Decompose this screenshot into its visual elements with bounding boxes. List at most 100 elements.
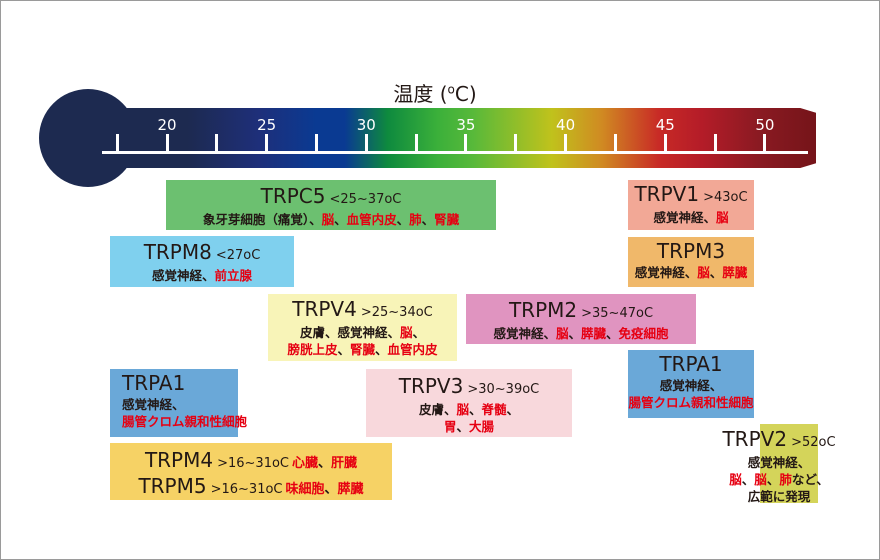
channel-header: TRPM8 <27oC (110, 241, 294, 267)
organ-text-highlight: 味細胞 (285, 482, 325, 497)
organ-text-highlight: 腎臓 (349, 342, 375, 357)
temperature-range: <27oC (215, 248, 261, 263)
organ-text-highlight: 腎臓 (434, 212, 460, 227)
expression-line: 感覚神経、 (628, 377, 754, 394)
major-tick (165, 134, 169, 152)
organ-text-highlight: 血管内皮 (387, 342, 438, 357)
channel-name: TRPM8 (143, 240, 212, 264)
channel-header: TRPM4 >16~31oC 心臓、肝臓 (110, 449, 392, 475)
organ-list: 心臓、肝臓 (292, 456, 357, 471)
major-tick (364, 134, 368, 152)
organ-text: 、 (337, 342, 350, 357)
title-text: 温度 ( (393, 82, 448, 106)
organ-text: 、 (468, 402, 482, 417)
organ-text-highlight: 脳 (716, 210, 729, 225)
organ-text: 感覚神経、 (659, 378, 723, 393)
scale-line (102, 151, 808, 154)
major-tick (763, 134, 767, 152)
channel-name: TRPM2 (508, 298, 578, 322)
minor-tick (115, 134, 119, 152)
organ-text-highlight: 脳 (697, 265, 710, 280)
organ-text: 皮膚、感覚神経、 (299, 325, 400, 340)
channel-box-trpm3: TRPM3 感覚神経、脳、膵臓 (628, 237, 754, 287)
channel-header: TRPV1 >43oC (628, 183, 754, 209)
organ-text: 、 (375, 342, 388, 357)
organ-text: 感覚神経、 (493, 326, 556, 341)
organ-text: 、 (741, 472, 755, 487)
organ-text: 皮膚、 (418, 402, 457, 417)
organ-text-highlight: 大腸 (469, 419, 495, 434)
organ-text-highlight: 腸管クロム親和性細胞 (628, 395, 754, 410)
channel-name: TRPM4 (144, 448, 214, 472)
channel-header: TRPM3 (628, 240, 754, 264)
major-tick (564, 134, 568, 152)
channel-header: TRPV4 >25~34oC (268, 298, 457, 324)
organ-text-highlight: 脳 (555, 326, 569, 341)
organ-text-highlight: 肝臓 (331, 456, 358, 471)
organ-text: 感覚神経、 (653, 210, 716, 225)
organ-text-highlight: 心臓 (292, 456, 319, 471)
organ-text: 、 (421, 212, 435, 227)
organ-text: 、 (606, 326, 619, 341)
temperature-range: >30~39oC (467, 382, 540, 397)
expression-line: 感覚神経、脳、膵臓 (628, 264, 754, 281)
expression-line: 胃、大腸 (366, 418, 572, 435)
minor-tick (414, 134, 418, 152)
channel-name: TRPM5 (138, 474, 207, 498)
organ-text: など、 (791, 472, 829, 487)
channel-name: TRPV4 (292, 297, 357, 321)
organ-text-highlight: 膵臓 (581, 326, 607, 341)
channel-header: TRPA1 (628, 353, 754, 377)
organ-text: 、 (412, 325, 426, 340)
minor-tick (314, 134, 318, 152)
channel-box-trpv4: TRPV4 >25~34oC 皮膚、感覚神経、脳、 膀胱上皮、腎臓、血管内皮 (268, 294, 457, 361)
organ-text-highlight: 胃 (443, 419, 457, 434)
organ-text-highlight: 前立腺 (214, 268, 253, 283)
organ-text: 感覚神経、 (122, 397, 185, 412)
channel-header: TRPA1 (122, 372, 238, 396)
organ-text: 感覚神経、 (151, 268, 215, 283)
channel-box-trpv3: TRPV3 >30~39oC 皮膚、脳、脊髄、 胃、大腸 (366, 369, 572, 437)
degree-sign: o (447, 82, 455, 97)
organ-text: 、 (709, 265, 723, 280)
channel-header: TRPM2 >35~47oC (466, 299, 696, 325)
organ-text: 、 (396, 212, 410, 227)
title-unit: C) (454, 82, 477, 106)
channel-box-trpa1-right: TRPA1 感覚神経、腸管クロム親和性細胞 (628, 350, 754, 418)
organ-text-highlight: 肺 (779, 472, 792, 487)
channel-name: TRPA1 (659, 352, 723, 376)
expression-line: 象牙芽細胞（痛覚）、脳、血管内皮、肺、腎臓 (166, 211, 496, 228)
temperature-range: >16~31oC (217, 456, 289, 471)
major-tick (265, 134, 269, 152)
expression-line: 感覚神経、脳 (628, 209, 754, 226)
organ-text-highlight: 膀胱上皮 (287, 342, 338, 357)
expression-line: 広範に発現 (706, 488, 852, 505)
temperature-range: >52oC (791, 435, 836, 450)
organ-text-highlight: 腸管クロム親和性細胞 (122, 414, 248, 429)
channel-header: TRPV2 >52oC (706, 428, 852, 454)
channel-box-bg-trpv2 (760, 424, 818, 503)
temperature-range: >35~47oC (581, 306, 654, 321)
organ-text-highlight: 膵臓 (337, 482, 364, 497)
temperature-range: <25~37oC (329, 192, 402, 207)
channel-name: TRPA1 (122, 371, 186, 395)
major-tick (663, 134, 667, 152)
organ-text-highlight: 脳 (754, 472, 767, 487)
organ-text: 、 (318, 456, 332, 471)
channel-box-trpm2: TRPM2 >35~47oC 感覚神経、脳、膵臓、免疫細胞 (466, 294, 696, 344)
temperature-range: >16~31oC (210, 482, 283, 497)
organ-text: 広範に発現 (747, 489, 811, 504)
tick-label: 50 (755, 116, 775, 134)
expression-line: 腸管クロム親和性細胞 (122, 413, 247, 430)
expression-line: 感覚神経、 (122, 396, 238, 413)
organ-text-highlight: 脳 (729, 472, 742, 487)
channel-header: TRPV3 >30~39oC (366, 375, 572, 401)
channel-header: TRPM5 >16~31oC 味細胞、膵臓 (110, 475, 392, 501)
expression-line: 腸管クロム親和性細胞 (628, 394, 754, 411)
minor-tick (613, 134, 617, 152)
organ-text-highlight: 脳 (321, 212, 335, 227)
organ-text-highlight: 脊髄 (481, 402, 507, 417)
organ-text: 、 (766, 472, 780, 487)
tick-label: 40 (556, 116, 576, 134)
organ-text-highlight: 脳 (399, 325, 413, 340)
